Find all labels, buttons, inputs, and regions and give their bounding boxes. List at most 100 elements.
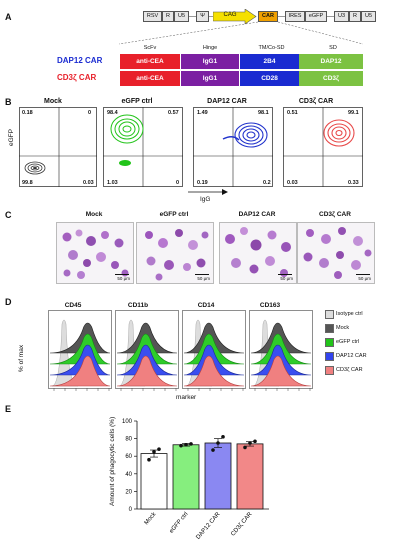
- legend-swatch-dap12: [325, 352, 334, 361]
- scale-label-dap12: 50 μm: [280, 276, 293, 281]
- y-tick-label: 80: [125, 437, 132, 443]
- cells-cd3z: [303, 227, 372, 279]
- data-point: [147, 457, 151, 462]
- x-tick-label: eGFP ctrl: [169, 511, 190, 534]
- data-point: [221, 435, 225, 439]
- domain-sd-1: DAP12: [299, 54, 363, 69]
- bar-chart: 0 20 40 60 80 100 Mock eGFP ctrl DAP12 CAR CD3ζ C…: [122, 419, 269, 541]
- micrograph-mock: 50 μm: [56, 222, 134, 284]
- domain-tm-2: CD28: [240, 71, 299, 86]
- scalebar-egfp: [195, 274, 209, 275]
- domain-sd-2: CD3ζ: [299, 71, 363, 86]
- cd3z-ur: 99.1: [348, 110, 359, 116]
- hist-curve: [183, 333, 245, 365]
- vector-r2: R: [349, 11, 361, 22]
- vector-psi: Ψ: [196, 11, 209, 22]
- legend-egfp: eGFP ctrl: [336, 339, 360, 345]
- vector-r: R: [162, 11, 174, 22]
- y-tick-label: 20: [125, 489, 132, 495]
- legend-swatch-egfp: [325, 338, 334, 347]
- y-tick-label: 100: [122, 419, 133, 425]
- flow-title-dap12: DAP12 CAR: [207, 98, 247, 105]
- vector-u5b: U5: [361, 11, 376, 22]
- y-tick-label: 60: [125, 454, 132, 460]
- header-sd: SD: [329, 45, 337, 51]
- panel-label-a: A: [5, 12, 12, 22]
- hist-curve: [250, 355, 312, 387]
- flow-plot-egfp: [103, 107, 183, 187]
- cells-mock: [62, 229, 129, 279]
- x-tick-label: CD3ζ CAR: [230, 511, 254, 538]
- legend-swatch-isotype: [325, 310, 334, 319]
- hist-curve: [116, 355, 178, 387]
- construct-name-cd3z: CD3ζ CAR: [57, 73, 97, 82]
- vector-egfp: eGFP: [305, 11, 327, 22]
- vector-backbone-lines: [118, 16, 364, 45]
- panel-b-xarrow: [188, 189, 228, 195]
- panel-label-b: B: [5, 97, 12, 107]
- dap12-ul: 1.49: [197, 110, 208, 116]
- micrograph-cd3z: 50 μm: [297, 222, 375, 284]
- panel-d-ylabel: % of max: [18, 344, 25, 372]
- histogram-cd11b: [115, 310, 179, 391]
- mock-ll: 99.8: [22, 180, 33, 186]
- histogram-cd14: [182, 310, 246, 391]
- panel-b-ylabel: eGFP: [8, 129, 15, 146]
- bar-3: [236, 443, 264, 510]
- panel-label-e: E: [5, 404, 12, 414]
- legend-isotype: Isotype ctrl: [336, 311, 363, 317]
- scale-label-egfp: 50 μm: [197, 276, 210, 281]
- vector-u3: U3: [334, 11, 349, 22]
- vector-u5: U5: [174, 11, 189, 22]
- x-tick-label: Mock: [144, 511, 158, 527]
- panel-label-c: C: [5, 210, 12, 220]
- mock-ul: 0.18: [22, 110, 33, 116]
- scalebar-dap12: [278, 274, 292, 275]
- hist-title-cd11b: CD11b: [127, 302, 149, 309]
- data-point: [248, 441, 252, 445]
- hist-curve: [183, 344, 245, 376]
- micrograph-dap12: 50 μm: [219, 222, 297, 284]
- panel-d-xlabel: marker: [176, 394, 197, 401]
- cells-dap12: [225, 227, 291, 277]
- dap12-ur: 98.1: [258, 110, 269, 116]
- flow-plot-cd3z: [283, 107, 363, 187]
- bar-2: [204, 442, 232, 510]
- micrograph-egfp: 50 μm: [136, 222, 214, 284]
- domain-hinge-1: IgG1: [181, 54, 239, 69]
- flow-plot-dap12: [193, 107, 273, 187]
- data-point: [152, 450, 156, 454]
- domain-hinge-2: IgG1: [181, 71, 239, 86]
- micro-title-egfp: eGFP ctrl: [159, 211, 189, 218]
- x-tick-label: DAP12 CAR: [195, 511, 221, 541]
- legend-swatch-mock: [325, 324, 334, 333]
- data-point: [216, 441, 220, 445]
- domain-scfv-2: anti-CEA: [120, 71, 180, 86]
- construct-name-dap12: DAP12 CAR: [57, 56, 103, 65]
- vector-ires: IRES: [285, 11, 305, 22]
- cd3z-ll: 0.03: [287, 180, 298, 186]
- flow-title-mock: Mock: [44, 98, 62, 105]
- hist-curve: [49, 322, 111, 354]
- vector-rsv: RSV: [143, 11, 162, 22]
- hist-curve: [183, 322, 245, 354]
- scale-label-cd3z: 50 μm: [358, 276, 371, 281]
- hist-title-cd163: CD163: [259, 302, 281, 309]
- y-tick-label: 0: [129, 507, 133, 513]
- hist-curve: [183, 355, 245, 387]
- micro-title-mock: Mock: [85, 211, 103, 218]
- flow-title-egfp: eGFP ctrl: [121, 98, 153, 105]
- egfp-ll: 1.03: [107, 180, 118, 186]
- scale-label-mock: 50 μm: [117, 276, 130, 281]
- scalebar-cd3z: [356, 274, 370, 275]
- scalebar-mock: [115, 274, 129, 275]
- cag-promoter-arrow: [213, 9, 257, 24]
- data-point: [184, 442, 188, 447]
- vector-car: CAR: [258, 11, 278, 22]
- dap12-ll: 0.19: [197, 180, 208, 186]
- domain-scfv-1: anti-CEA: [120, 54, 180, 69]
- legend-mock: Mock: [336, 325, 350, 331]
- data-point: [211, 448, 215, 452]
- hist-title-cd45: CD45: [64, 302, 82, 309]
- data-point: [179, 443, 183, 448]
